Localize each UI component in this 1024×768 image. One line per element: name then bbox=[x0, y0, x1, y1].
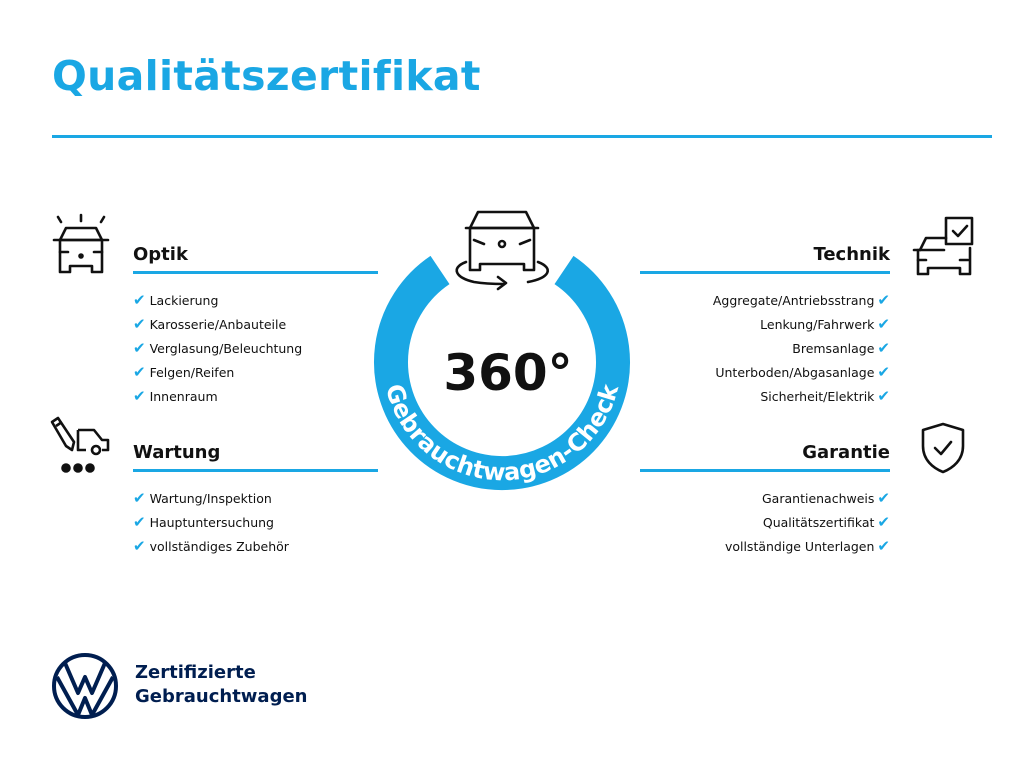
car-lights-icon bbox=[52, 213, 110, 274]
brand-line2: Gebrauchtwagen bbox=[135, 686, 308, 707]
vw-logo bbox=[52, 653, 118, 719]
shield-check-icon bbox=[921, 422, 965, 474]
check-icon: ✔ bbox=[133, 387, 146, 405]
checklist-item: vollständige Unterlagen ✔ bbox=[645, 534, 890, 558]
check-icon: ✔ bbox=[133, 291, 146, 309]
brand-line1: Zertifizierte bbox=[135, 662, 256, 683]
item-label: Lenkung/Fahrwerk bbox=[760, 317, 875, 332]
checklist-item: ✔ vollständiges Zubehör bbox=[133, 534, 378, 558]
item-label: Wartung/Inspektion bbox=[149, 491, 272, 506]
check-icon: ✔ bbox=[133, 315, 146, 333]
item-label: Innenraum bbox=[149, 389, 218, 404]
check-icon: ✔ bbox=[133, 339, 146, 357]
check-icon: ✔ bbox=[877, 363, 890, 381]
car-checklist-icon bbox=[912, 216, 974, 276]
checklist-item: Unterboden/Abgasanlage ✔ bbox=[645, 360, 890, 384]
section-optik: Optik ✔ Lackierung ✔ Karosserie/Anbauteile ✔… bbox=[133, 241, 378, 408]
section-heading: Technik bbox=[813, 244, 890, 265]
checklist-item: Sicherheit/Elektrik ✔ bbox=[645, 384, 890, 408]
checklist-item: ✔ Wartung/Inspektion bbox=[133, 486, 378, 510]
check-icon: ✔ bbox=[877, 291, 890, 309]
check-icon: ✔ bbox=[133, 489, 146, 507]
checklist-item: ✔ Hauptuntersuchung bbox=[133, 510, 378, 534]
car-rotate-icon bbox=[455, 210, 549, 291]
title-divider bbox=[52, 135, 992, 138]
item-label: Bremsanlage bbox=[792, 341, 875, 356]
section-underline bbox=[640, 469, 890, 472]
brand-name: Zertifizierte Gebrauchtwagen bbox=[135, 661, 307, 709]
item-label: Felgen/Reifen bbox=[149, 365, 235, 380]
section-heading: Wartung bbox=[133, 442, 221, 463]
checklist-item: ✔ Karosserie/Anbauteile bbox=[133, 312, 378, 336]
item-label: Garantienachweis bbox=[762, 491, 875, 506]
section-underline bbox=[640, 271, 890, 274]
check-icon: ✔ bbox=[877, 537, 890, 555]
checklist-item: Garantienachweis ✔ bbox=[645, 486, 890, 510]
item-label: Qualitätszertifikat bbox=[762, 515, 875, 530]
section-wartung: Wartung ✔ Wartung/Inspektion ✔ Hauptuntersu… bbox=[133, 439, 378, 558]
check-icon: ✔ bbox=[877, 339, 890, 357]
section-underline bbox=[133, 271, 378, 274]
section-underline bbox=[133, 469, 378, 472]
car-service-icon bbox=[50, 416, 110, 473]
item-label: Unterboden/Abgasanlage bbox=[715, 365, 875, 380]
360-check-badge: 360° Gebrauchtwagen-Check bbox=[374, 210, 630, 490]
check-icon: ✔ bbox=[877, 387, 890, 405]
number-360: 360° bbox=[443, 344, 572, 402]
checklist-item: ✔ Verglasung/Beleuchtung bbox=[133, 336, 378, 360]
item-label: Hauptuntersuchung bbox=[149, 515, 274, 530]
item-label: Aggregate/Antriebsstrang bbox=[712, 293, 875, 308]
checklist-item: Lenkung/Fahrwerk ✔ bbox=[645, 312, 890, 336]
checklist-item: Qualitätszertifikat ✔ bbox=[645, 510, 890, 534]
checklist-item: ✔ Innenraum bbox=[133, 384, 378, 408]
checklist-item: Aggregate/Antriebsstrang ✔ bbox=[645, 288, 890, 312]
page-title: Qualitätszertifikat bbox=[52, 52, 481, 100]
section-technik: Technik Aggregate/Antriebsstrang ✔ Lenkung… bbox=[640, 241, 890, 408]
check-icon: ✔ bbox=[877, 513, 890, 531]
item-label: Sicherheit/Elektrik bbox=[760, 389, 875, 404]
item-label: Karosserie/Anbauteile bbox=[149, 317, 287, 332]
check-icon: ✔ bbox=[133, 513, 146, 531]
check-icon: ✔ bbox=[877, 489, 890, 507]
ring-arc bbox=[374, 255, 630, 490]
check-icon: ✔ bbox=[133, 363, 146, 381]
item-label: vollständige Unterlagen bbox=[724, 539, 875, 554]
checklist-item: ✔ Felgen/Reifen bbox=[133, 360, 378, 384]
item-label: Lackierung bbox=[149, 293, 219, 308]
section-heading: Optik bbox=[133, 244, 188, 265]
checklist-item: ✔ Lackierung bbox=[133, 288, 378, 312]
section-heading: Garantie bbox=[802, 442, 890, 463]
check-icon: ✔ bbox=[877, 315, 890, 333]
item-label: vollständiges Zubehör bbox=[149, 539, 289, 554]
item-label: Verglasung/Beleuchtung bbox=[149, 341, 303, 356]
section-garantie: Garantie Garantienachweis ✔ Qualitätszerti… bbox=[640, 439, 890, 558]
check-icon: ✔ bbox=[133, 537, 146, 555]
checklist-item: Bremsanlage ✔ bbox=[645, 336, 890, 360]
